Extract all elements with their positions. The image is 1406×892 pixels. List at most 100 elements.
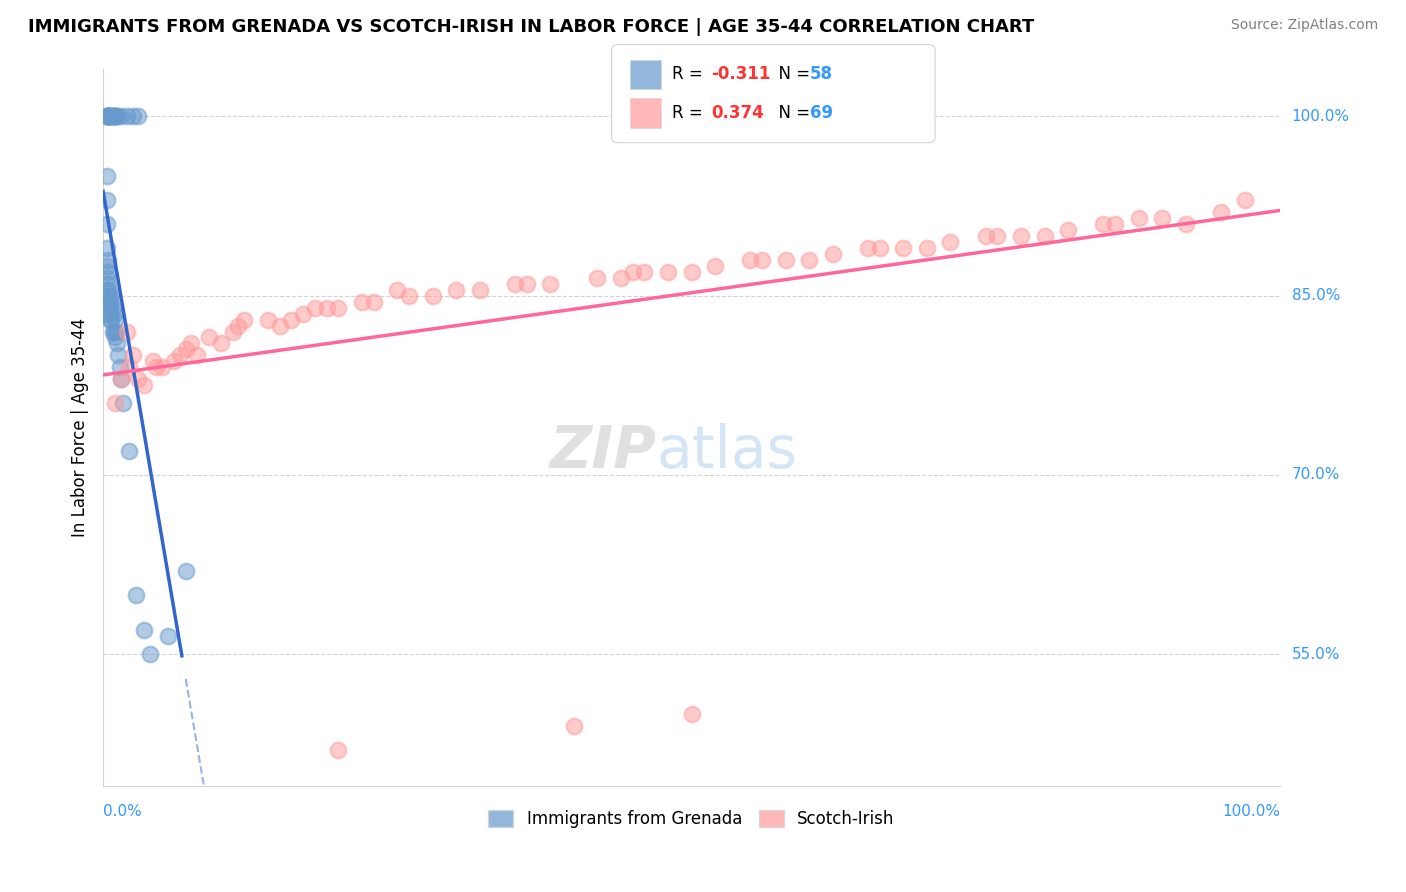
Scotch-Irish — [387, 283, 409, 297]
Scotch-Irish — [1209, 205, 1232, 219]
Scotch-Irish — [562, 719, 585, 733]
Immigrants from Grenada — [96, 109, 118, 123]
Scotch-Irish — [1174, 217, 1197, 231]
Immigrants from Grenada — [98, 301, 121, 315]
Immigrants from Grenada — [115, 109, 138, 123]
Scotch-Irish — [221, 325, 243, 339]
Immigrants from Grenada — [112, 396, 135, 410]
Scotch-Irish — [939, 235, 962, 249]
Scotch-Irish — [444, 283, 467, 297]
Immigrants from Grenada — [100, 109, 122, 123]
Immigrants from Grenada — [96, 217, 118, 231]
Scotch-Irish — [610, 270, 633, 285]
Scotch-Irish — [228, 318, 250, 333]
Scotch-Irish — [174, 343, 197, 357]
Text: 70.0%: 70.0% — [1292, 467, 1340, 483]
Immigrants from Grenada — [98, 109, 121, 123]
Scotch-Irish — [110, 372, 132, 386]
Scotch-Irish — [233, 312, 256, 326]
Scotch-Irish — [304, 301, 326, 315]
Immigrants from Grenada — [98, 283, 121, 297]
Immigrants from Grenada — [98, 294, 121, 309]
Scotch-Irish — [328, 743, 350, 757]
Text: ZIP: ZIP — [550, 423, 657, 480]
Immigrants from Grenada — [97, 252, 120, 267]
Scotch-Irish — [115, 325, 138, 339]
Scotch-Irish — [169, 348, 191, 362]
Scotch-Irish — [1128, 211, 1150, 225]
Scotch-Irish — [422, 288, 444, 302]
Scotch-Irish — [503, 277, 526, 291]
Scotch-Irish — [1010, 228, 1032, 243]
Legend: Immigrants from Grenada, Scotch-Irish: Immigrants from Grenada, Scotch-Irish — [482, 804, 901, 835]
Scotch-Irish — [150, 360, 173, 375]
Text: Source: ZipAtlas.com: Source: ZipAtlas.com — [1230, 18, 1378, 32]
Scotch-Irish — [869, 241, 891, 255]
Scotch-Irish — [1057, 223, 1080, 237]
Scotch-Irish — [821, 247, 844, 261]
Scotch-Irish — [986, 228, 1008, 243]
Immigrants from Grenada — [104, 312, 127, 326]
Scotch-Irish — [751, 252, 773, 267]
Scotch-Irish — [974, 228, 997, 243]
Immigrants from Grenada — [97, 109, 120, 123]
Immigrants from Grenada — [96, 294, 118, 309]
Text: 55.0%: 55.0% — [1292, 647, 1340, 662]
Scotch-Irish — [315, 301, 337, 315]
Immigrants from Grenada — [103, 109, 125, 123]
Scotch-Irish — [621, 265, 644, 279]
Scotch-Irish — [142, 354, 165, 368]
Scotch-Irish — [586, 270, 609, 285]
Immigrants from Grenada — [96, 307, 118, 321]
Immigrants from Grenada — [96, 259, 118, 273]
Immigrants from Grenada — [96, 109, 118, 123]
Scotch-Irish — [198, 330, 221, 344]
Scotch-Irish — [398, 288, 420, 302]
Scotch-Irish — [363, 294, 385, 309]
Immigrants from Grenada — [110, 109, 132, 123]
Immigrants from Grenada — [139, 648, 162, 662]
Immigrants from Grenada — [98, 307, 121, 321]
Immigrants from Grenada — [125, 587, 148, 601]
Text: 85.0%: 85.0% — [1292, 288, 1340, 303]
Scotch-Irish — [681, 265, 703, 279]
Scotch-Irish — [799, 252, 821, 267]
Immigrants from Grenada — [98, 288, 121, 302]
Scotch-Irish — [468, 283, 491, 297]
Scotch-Irish — [104, 396, 127, 410]
Immigrants from Grenada — [118, 444, 141, 458]
Scotch-Irish — [657, 265, 679, 279]
Y-axis label: In Labor Force | Age 35-44: In Labor Force | Age 35-44 — [72, 318, 89, 537]
Immigrants from Grenada — [104, 330, 127, 344]
Scotch-Irish — [1104, 217, 1126, 231]
Text: 100.0%: 100.0% — [1292, 109, 1350, 124]
Scotch-Irish — [681, 707, 703, 722]
Immigrants from Grenada — [156, 629, 179, 643]
Immigrants from Grenada — [97, 265, 120, 279]
Immigrants from Grenada — [101, 325, 124, 339]
Text: atlas: atlas — [657, 423, 797, 480]
Immigrants from Grenada — [134, 624, 156, 638]
Immigrants from Grenada — [96, 193, 118, 207]
Scotch-Irish — [1092, 217, 1115, 231]
Scotch-Irish — [280, 312, 302, 326]
Text: R =: R = — [672, 65, 709, 83]
Scotch-Irish — [209, 336, 232, 351]
Immigrants from Grenada — [98, 109, 121, 123]
Immigrants from Grenada — [100, 312, 122, 326]
Immigrants from Grenada — [108, 360, 131, 375]
Text: N =: N = — [768, 104, 815, 122]
Scotch-Irish — [292, 307, 315, 321]
Scotch-Irish — [163, 354, 186, 368]
Scotch-Irish — [350, 294, 373, 309]
Immigrants from Grenada — [97, 277, 120, 291]
Immigrants from Grenada — [96, 283, 118, 297]
Immigrants from Grenada — [105, 109, 128, 123]
Immigrants from Grenada — [98, 312, 121, 326]
Scotch-Irish — [1233, 193, 1256, 207]
Immigrants from Grenada — [107, 348, 129, 362]
Immigrants from Grenada — [96, 241, 118, 255]
Scotch-Irish — [134, 378, 156, 392]
Text: 100.0%: 100.0% — [1222, 804, 1279, 819]
Immigrants from Grenada — [110, 372, 132, 386]
